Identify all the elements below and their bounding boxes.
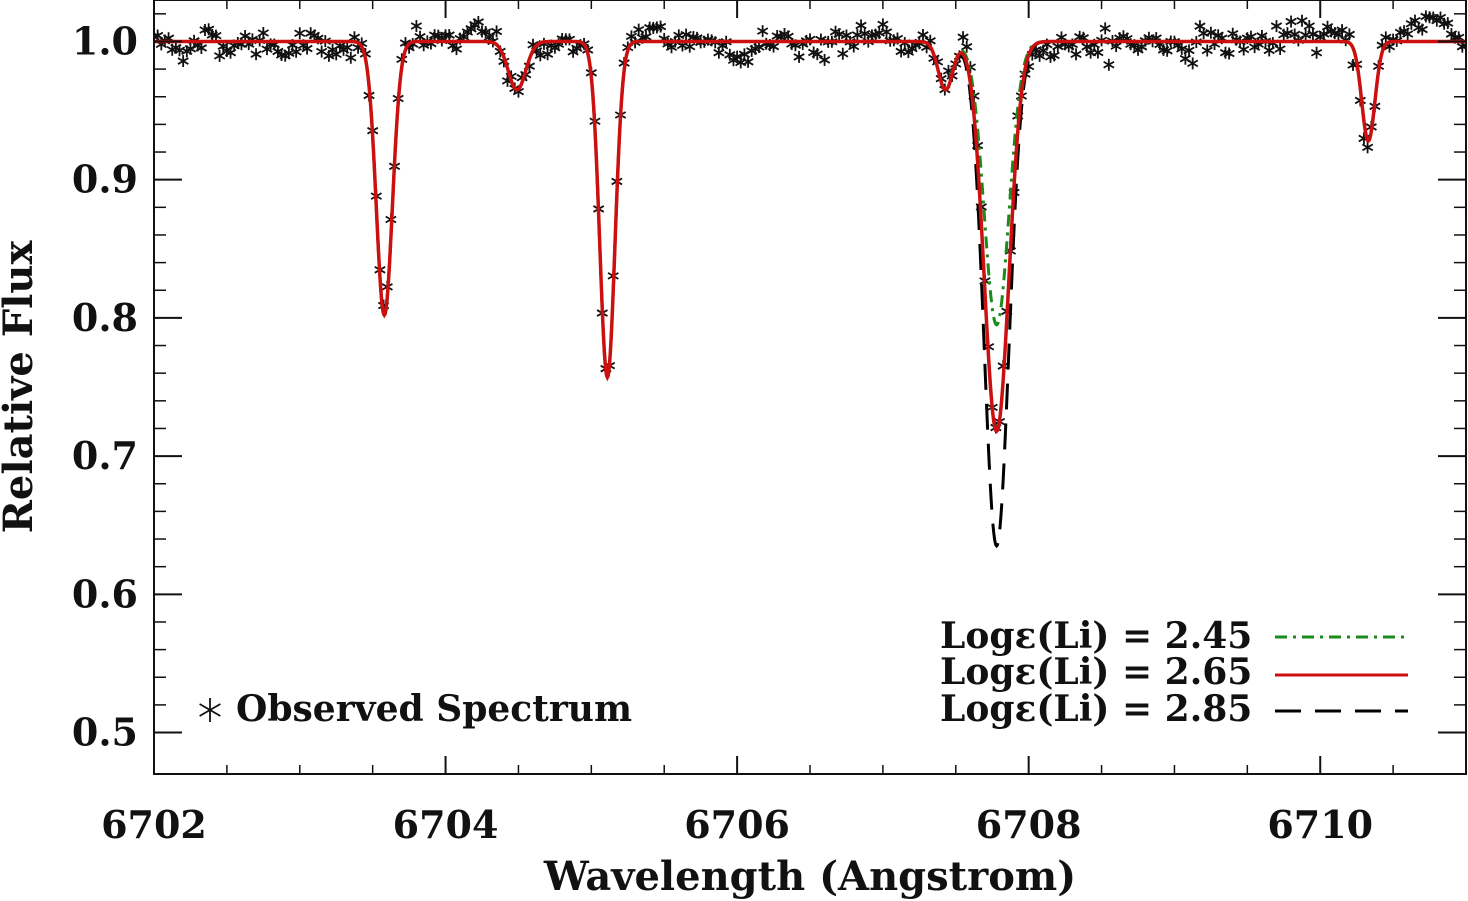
observed-point [880, 25, 893, 38]
observed-point [1361, 141, 1374, 154]
observed-point [210, 29, 222, 42]
observed-point [450, 43, 463, 56]
x-tick-label: 6708 [976, 802, 1082, 847]
observed-point [283, 47, 295, 60]
observed-point [1380, 31, 1392, 44]
observed-point [1285, 15, 1297, 28]
x-tick-label: 6710 [1267, 802, 1373, 847]
y-tick-label: 0.6 [72, 571, 138, 616]
legend-label-observed: Observed Spectrum [236, 688, 632, 730]
legend-label-li-265: Logε(Li) = 2.65 [940, 651, 1252, 693]
observed-point [1460, 39, 1466, 52]
observed-point [1310, 46, 1323, 59]
observed-point [1343, 28, 1356, 41]
observed-point [1183, 44, 1195, 57]
observed-point [1176, 42, 1188, 55]
observed-point [654, 20, 667, 33]
observed-point [917, 28, 929, 41]
observed-point [793, 50, 805, 63]
observed-point [742, 55, 754, 68]
observed-point [1223, 47, 1235, 60]
x-axis-title: Wavelength (Angstrom) [543, 853, 1076, 900]
observed-point [301, 42, 313, 55]
x-tick-label: 6704 [393, 802, 499, 847]
observed-point [472, 15, 485, 28]
observed-point [1303, 20, 1315, 33]
observed-point [1281, 27, 1294, 40]
observed-point [195, 41, 208, 54]
observed-point [633, 23, 645, 36]
observed-point [1238, 43, 1250, 56]
observed-point [1099, 22, 1111, 35]
observed-point [443, 29, 455, 42]
observed-point [1070, 48, 1082, 61]
legend-observed-marker [199, 698, 221, 722]
observed-point [833, 28, 845, 41]
observed-point [341, 41, 353, 54]
observed-point [837, 47, 849, 60]
observed-point [1402, 28, 1414, 41]
observed-point [541, 48, 554, 61]
observed-point [1274, 42, 1286, 55]
y-tick-label: 0.7 [72, 433, 138, 478]
observed-point [1442, 17, 1454, 30]
observed-point [410, 20, 423, 33]
model-curve-li-265 [154, 39, 1466, 434]
x-tick-label: 6706 [684, 802, 790, 847]
observed-point [1416, 23, 1428, 36]
legend-label-li-245: Logε(Li) = 2.45 [940, 615, 1252, 657]
observed-point [818, 53, 831, 66]
observed-point [1296, 14, 1308, 27]
observed-point [1187, 57, 1199, 70]
observed-point [1048, 49, 1060, 62]
observed-point [345, 51, 357, 64]
legend-label-li-285: Logε(Li) = 2.85 [940, 688, 1252, 730]
legend-observed-asterisk [199, 698, 221, 722]
observed-point [855, 19, 867, 32]
observed-point [961, 40, 973, 53]
observed-point [756, 25, 769, 38]
observed-point [250, 48, 262, 61]
y-axis-title: Relative Flux [0, 240, 42, 534]
observed-point [257, 26, 269, 39]
observed-point [1201, 44, 1213, 57]
observed-point [811, 48, 823, 61]
y-tick-label: 0.8 [72, 295, 138, 340]
x-tick-label: 6702 [101, 802, 207, 847]
observed-point [1161, 44, 1173, 57]
y-tick-label: 0.5 [72, 710, 138, 755]
observed-point [1307, 28, 1319, 41]
observed-point [1103, 58, 1115, 71]
y-tick-label: 1.0 [72, 18, 138, 63]
observed-point [177, 55, 189, 68]
observed-point [957, 31, 969, 44]
observed-point [290, 45, 302, 58]
observed-point [1092, 46, 1104, 59]
axis-tick-labels: 6702 6704 6706 6708 6710 0.5 0.6 0.7 0.8 0.9 1.0 [72, 18, 1373, 847]
axis-ticks [153, 0, 1467, 774]
observed-point [1205, 26, 1217, 39]
observed-point [490, 25, 503, 38]
observed-point [294, 27, 306, 40]
observed-point [680, 28, 692, 41]
legend: Logε(Li) = 2.45 Logε(Li) = 2.65 Logε(Li)… [199, 615, 1408, 730]
observed-point [1270, 20, 1283, 33]
y-tick-label: 0.9 [72, 157, 138, 202]
model-spectra [154, 39, 1466, 549]
